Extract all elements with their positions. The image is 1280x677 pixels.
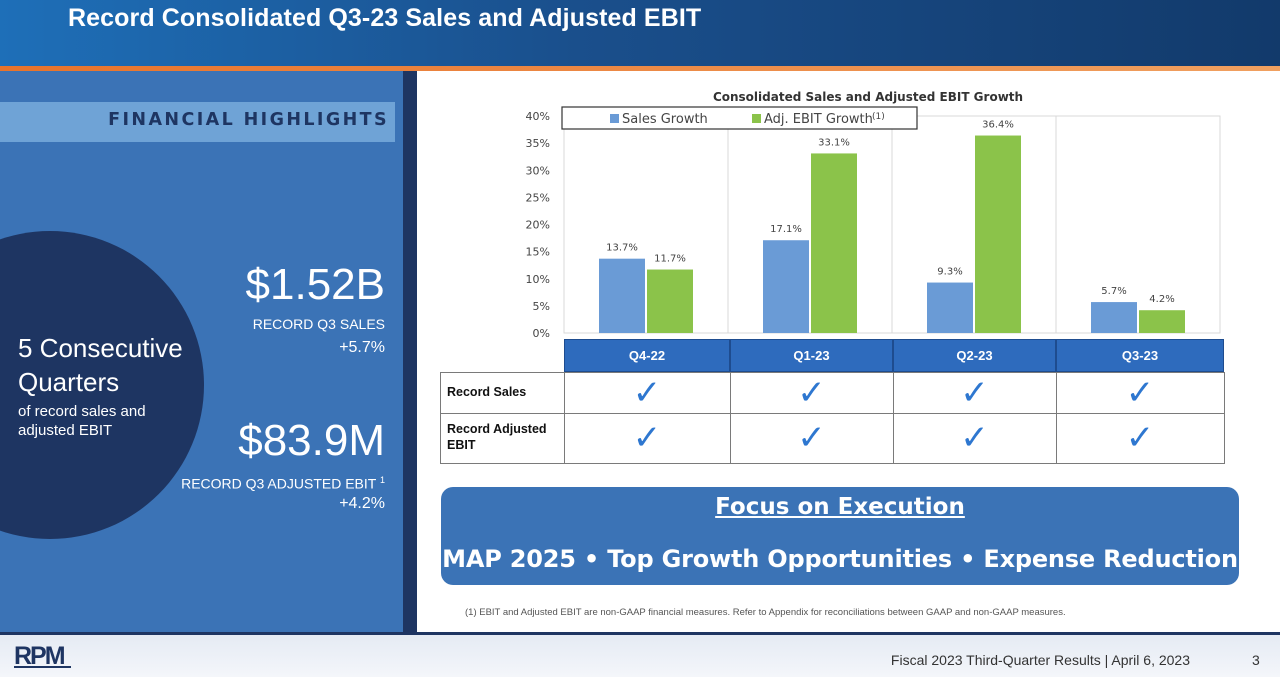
growth-bar-chart: Consolidated Sales and Adjusted EBIT Gro… xyxy=(526,90,1221,338)
consecutive-quarters-line2: Quarters xyxy=(18,367,120,397)
checkmark-icon: ✓ xyxy=(632,418,662,458)
q3-sales-change: +5.7% xyxy=(339,339,385,356)
panel-divider xyxy=(403,71,417,632)
legend-label: Sales Growth xyxy=(622,112,708,127)
y-tick-label: 35% xyxy=(526,137,550,150)
highlights-label: FINANCIAL HIGHLIGHTS xyxy=(108,110,389,130)
bar xyxy=(763,240,809,333)
bar xyxy=(811,153,857,333)
q3-sales-value: $1.52B xyxy=(245,260,385,309)
y-tick-label: 5% xyxy=(533,300,550,313)
quarter-header: Q4-22 xyxy=(564,339,730,372)
y-tick-label: 25% xyxy=(526,191,550,204)
legend-superscript: (1) xyxy=(872,112,885,122)
consecutive-quarters-line1: 5 Consecutive xyxy=(18,333,183,363)
legend-swatch xyxy=(752,114,761,123)
check-cell xyxy=(1056,413,1225,464)
focus-box: Focus on Execution MAP 2025 • Top Growth… xyxy=(441,487,1239,585)
focus-title: Focus on Execution xyxy=(715,494,965,520)
y-tick-label: 30% xyxy=(526,164,550,177)
title-bar: Record Consolidated Q3-23 Sales and Adju… xyxy=(0,0,1280,66)
footer: RPM Fiscal 2023 Third-Quarter Results | … xyxy=(0,632,1280,677)
quarter-header: Q3-23 xyxy=(1056,339,1224,372)
rpm-logo: RPM xyxy=(14,642,71,670)
bar xyxy=(1139,310,1185,333)
footnote: (1) EBIT and Adjusted EBIT are non-GAAP … xyxy=(465,607,1066,618)
highlights-band: FINANCIAL HIGHLIGHTS xyxy=(0,102,395,142)
footer-rule xyxy=(0,632,1280,635)
bar xyxy=(975,135,1021,333)
data-label: 4.2% xyxy=(1149,294,1174,305)
data-label: 33.1% xyxy=(818,137,850,148)
row-label: Record Adjusted EBIT xyxy=(447,422,547,452)
y-tick-label: 20% xyxy=(526,219,550,232)
checkmark-icon: ✓ xyxy=(797,372,826,413)
y-tick-label: 0% xyxy=(533,327,550,338)
row-label: Record Sales xyxy=(447,385,527,399)
legend-swatch xyxy=(610,114,619,123)
q3-ebit-footnote-ref: 1 xyxy=(379,475,385,485)
checkmark-icon: ✓ xyxy=(960,418,989,458)
consecutive-quarters-caption: of record sales and adjusted EBIT xyxy=(18,403,146,439)
y-tick-label: 15% xyxy=(526,246,550,259)
bar xyxy=(599,258,645,333)
q3-ebit-label: RECORD Q3 ADJUSTED EBIT xyxy=(181,475,377,492)
record-table: Q4-22 Q1-23 Q2-23 Q3-23 Record Sales ✓ ✓ ✓ ✓ Reco… xyxy=(440,339,1225,464)
quarter-header: Q2-23 xyxy=(893,339,1056,372)
q3-ebit-change: +4.2% xyxy=(339,495,385,512)
chart-title: Consolidated Sales and Adjusted EBIT Gro… xyxy=(713,90,1023,104)
y-tick-label: 40% xyxy=(526,110,550,123)
q3-ebit-value: $83.9M xyxy=(238,416,385,465)
data-label: 17.1% xyxy=(770,224,802,235)
checkmark-icon: ✓ xyxy=(960,372,989,413)
checkmark-icon: ✓ xyxy=(632,372,662,413)
consecutive-quarters-heading: 5 Consecutive Quarters xyxy=(18,331,183,399)
q3-ebit-label-wrap: RECORD Q3 ADJUSTED EBIT 1 xyxy=(181,471,385,493)
checkmark-icon: ✓ xyxy=(1125,372,1155,413)
data-label: 11.7% xyxy=(654,254,686,265)
data-label: 9.3% xyxy=(937,267,962,278)
data-label: 13.7% xyxy=(606,243,638,254)
legend-box xyxy=(561,106,918,130)
quarter-header: Q1-23 xyxy=(730,339,893,372)
focus-subtitle: MAP 2025 • Top Growth Opportunities • Ex… xyxy=(442,545,1238,573)
bar xyxy=(647,269,693,333)
y-tick-label: 10% xyxy=(526,273,550,286)
financial-highlights-panel: FINANCIAL HIGHLIGHTS 5 Consecutive Quart… xyxy=(0,71,403,632)
checkmark-icon: ✓ xyxy=(797,418,826,458)
accent-rule xyxy=(0,66,1280,71)
footer-text: Fiscal 2023 Third-Quarter Results | Apri… xyxy=(890,652,1190,668)
page-number: 3 xyxy=(1252,652,1260,668)
q3-sales-label: RECORD Q3 SALES xyxy=(252,316,385,332)
bar xyxy=(1091,302,1137,333)
rpm-logo-text: RPM xyxy=(14,642,65,670)
data-label: 5.7% xyxy=(1101,286,1126,297)
bar xyxy=(927,282,973,333)
legend-label: Adj. EBIT Growth xyxy=(764,112,873,127)
slide-title: Record Consolidated Q3-23 Sales and Adju… xyxy=(68,4,702,32)
data-label: 36.4% xyxy=(982,120,1014,131)
checkmark-icon: ✓ xyxy=(1125,418,1155,458)
